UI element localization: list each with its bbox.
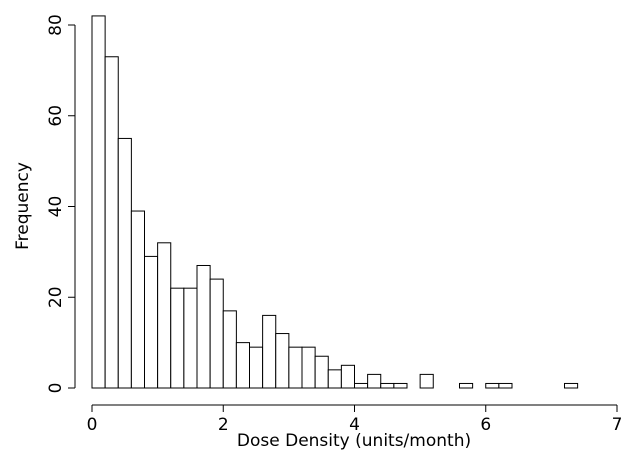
bar xyxy=(393,382,408,389)
x-tick-label: 4 xyxy=(349,415,360,435)
bar xyxy=(130,210,145,389)
bar xyxy=(380,382,395,389)
bar xyxy=(275,333,290,389)
x-tick-label: 0 xyxy=(87,415,98,435)
bar xyxy=(262,314,277,389)
bar xyxy=(170,287,185,389)
bar xyxy=(144,255,159,389)
bar xyxy=(314,355,329,389)
bar xyxy=(104,56,119,389)
bar xyxy=(183,287,198,389)
y-tick-label: 40 xyxy=(46,196,66,218)
x-tick-label: 2 xyxy=(218,415,229,435)
x-tick-label: 6 xyxy=(480,415,491,435)
y-tick-label: 80 xyxy=(46,14,66,36)
x-tick-label: 7 xyxy=(612,415,623,435)
bar xyxy=(288,346,303,389)
bar xyxy=(235,342,250,389)
bar xyxy=(91,15,106,389)
bar xyxy=(209,278,224,389)
bar xyxy=(157,242,172,389)
bar xyxy=(222,310,237,389)
bar xyxy=(367,373,382,389)
y-tick-label: 0 xyxy=(46,383,66,394)
bar xyxy=(419,373,434,389)
y-tick-label: 20 xyxy=(46,286,66,308)
bar xyxy=(117,137,132,389)
bar xyxy=(301,346,316,389)
bar xyxy=(249,346,264,389)
y-tick-label: 60 xyxy=(46,105,66,127)
bar xyxy=(498,382,513,389)
bar xyxy=(196,264,211,389)
bar xyxy=(327,369,342,389)
y-axis-label: Frequency xyxy=(13,162,33,250)
bar xyxy=(564,382,579,389)
bar xyxy=(354,382,369,389)
x-axis-label: Dose Density (units/month) xyxy=(237,431,471,451)
bar xyxy=(340,364,355,389)
bar xyxy=(459,382,474,389)
bar xyxy=(485,382,500,389)
